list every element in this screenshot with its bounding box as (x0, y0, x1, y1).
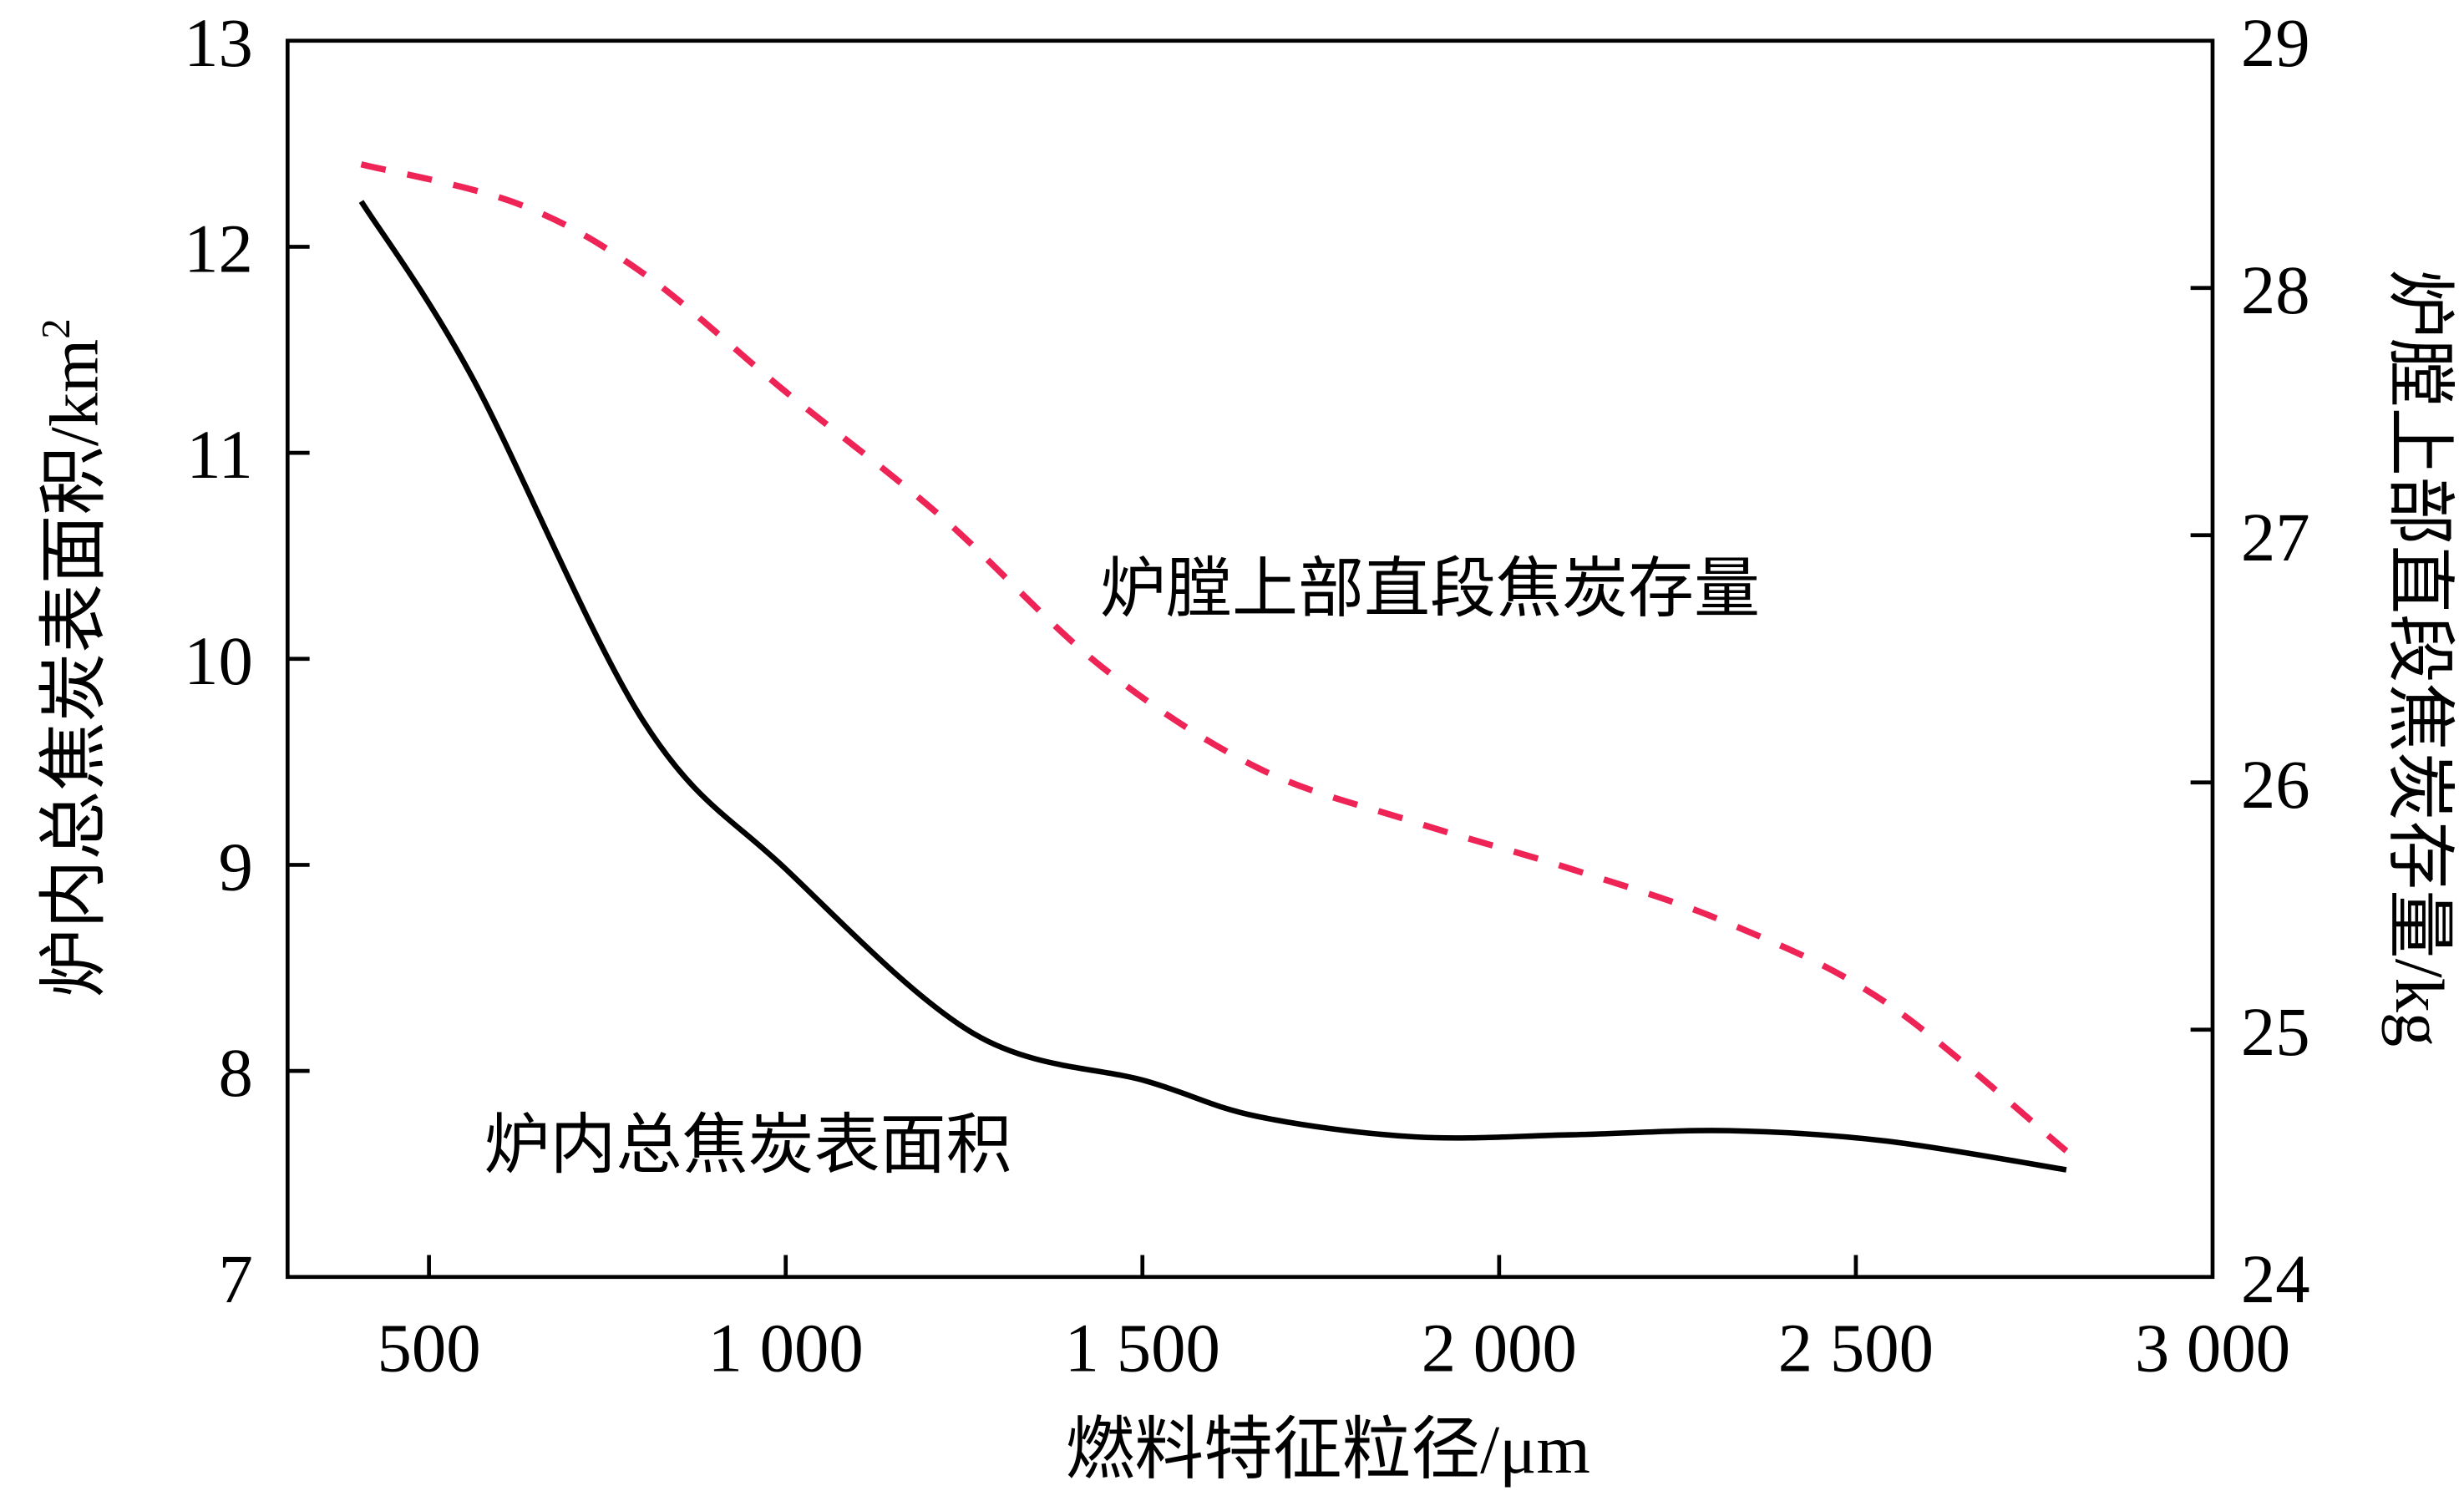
axes (285, 38, 2215, 1280)
x-tick-label: 3 000 (2135, 1309, 2290, 1386)
x-tick-label: 2 500 (1778, 1309, 1934, 1386)
left-y-axis-label-sup: 2 (33, 318, 79, 338)
x-axis-ticks: 500 1 000 1 500 2 000 2 500 3 000 (378, 1255, 2290, 1386)
right-y-tick-label: 29 (2241, 4, 2310, 81)
x-axis-label: 燃料特征粒径/μm (1066, 1411, 1590, 1488)
left-y-tick-label: 7 (219, 1240, 253, 1317)
left-y-tick-label: 8 (219, 1034, 253, 1111)
x-tick-label: 500 (378, 1309, 481, 1386)
right-y-axis-label: 炉膛上部直段焦炭存量/kg (2381, 270, 2458, 1047)
plot-frame (285, 38, 2215, 1280)
left-y-axis-ticks: 7 8 9 10 11 12 13 (184, 4, 310, 1317)
x-tick-label: 2 000 (1422, 1309, 1577, 1386)
left-y-axis-label-base: 炉内总焦炭表面积/km (36, 339, 113, 998)
right-y-tick-label: 28 (2241, 251, 2310, 328)
right-y-tick-label: 24 (2241, 1240, 2310, 1317)
series-upper-coke-inventory-line (360, 161, 2069, 1154)
x-tick-label: 1 500 (1065, 1309, 1220, 1386)
x-tick-label: 1 000 (708, 1309, 864, 1386)
series-group (358, 161, 2069, 1173)
annotation-total-coke-surface: 炉内总焦炭表面积 (484, 1110, 1011, 1183)
left-y-tick-label: 13 (184, 4, 253, 81)
left-y-tick-label: 11 (186, 416, 253, 493)
right-y-tick-label: 27 (2241, 499, 2310, 576)
left-y-tick-label: 12 (184, 210, 253, 287)
annotation-upper-coke-inventory: 炉膛上部直段焦炭存量 (1100, 554, 1760, 626)
right-y-tick-label: 25 (2241, 993, 2310, 1070)
right-y-axis-ticks: 24 25 26 27 28 29 (2190, 4, 2310, 1317)
left-y-axis-label: 炉内总焦炭表面积/km2 (33, 318, 113, 997)
left-y-tick-label: 9 (219, 829, 253, 905)
right-y-tick-label: 26 (2241, 746, 2310, 823)
left-y-tick-label: 10 (184, 622, 253, 699)
series-total-coke-surface-line (358, 200, 2067, 1173)
